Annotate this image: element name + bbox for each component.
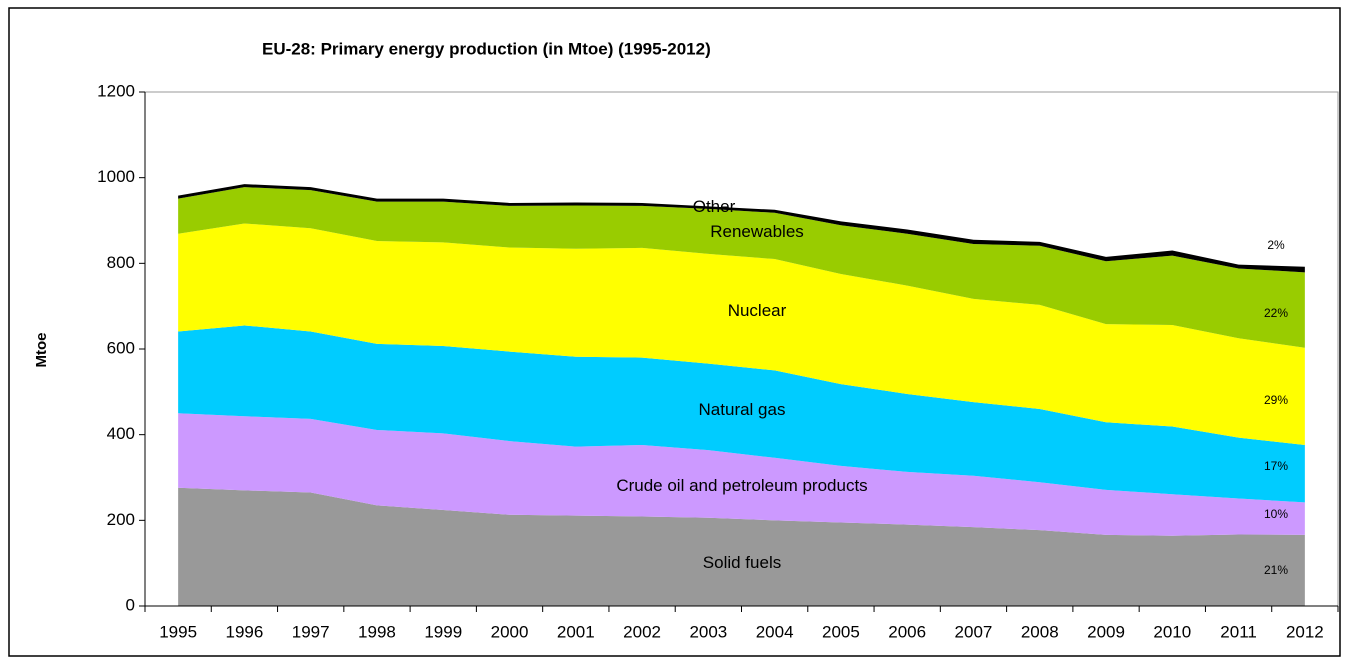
x-tick-label: 2002 <box>623 622 661 641</box>
area <box>178 487 1305 606</box>
x-tick-label: 2008 <box>1021 622 1059 641</box>
series-label: Crude oil and petroleum products <box>616 476 868 495</box>
share-label: 17% <box>1264 459 1288 473</box>
area <box>178 187 1305 348</box>
y-tick-label: 200 <box>107 510 135 529</box>
series-label: Natural gas <box>698 400 786 419</box>
area <box>178 325 1305 503</box>
y-tick-label: 600 <box>107 338 135 357</box>
x-tick-label: 2010 <box>1153 622 1191 641</box>
share-label: 29% <box>1264 393 1288 407</box>
series-label: Renewables <box>710 222 804 241</box>
chart-border <box>8 7 1341 657</box>
x-tick-label: 1995 <box>159 622 197 641</box>
x-tick-label: 1996 <box>226 622 264 641</box>
x-tick-label: 2007 <box>955 622 993 641</box>
x-tick-label: 2012 <box>1286 622 1324 641</box>
y-tick-label: 0 <box>126 595 135 614</box>
share-label: 22% <box>1264 306 1288 320</box>
x-tick-label: 1998 <box>358 622 396 641</box>
series-label: Solid fuels <box>702 553 782 572</box>
share-label: 21% <box>1264 563 1288 577</box>
x-tick-label: 2003 <box>689 622 727 641</box>
series-label: Other <box>692 197 736 216</box>
x-tick-label: 1999 <box>424 622 462 641</box>
y-tick-label: 1000 <box>97 167 135 186</box>
area <box>178 223 1305 445</box>
x-tick-label: 2006 <box>888 622 926 641</box>
x-tick-label: 2000 <box>491 622 529 641</box>
y-tick-label: 400 <box>107 424 135 443</box>
x-tick-label: 1997 <box>292 622 330 641</box>
share-label: 10% <box>1264 507 1288 521</box>
area <box>178 413 1305 536</box>
x-tick-label: 2001 <box>557 622 595 641</box>
y-tick-label: 1200 <box>97 81 135 100</box>
y-tick-label: 800 <box>107 253 135 272</box>
x-tick-label: 2011 <box>1220 622 1257 641</box>
share-label: 2% <box>1267 238 1285 252</box>
x-tick-label: 2009 <box>1087 622 1125 641</box>
y-axis-label: Mtoe <box>33 333 50 368</box>
series-label: Nuclear <box>727 301 787 320</box>
x-tick-label: 2004 <box>756 622 794 641</box>
chart-title: EU-28: Primary energy production (in Mto… <box>262 39 711 58</box>
x-tick-label: 2005 <box>822 622 860 641</box>
